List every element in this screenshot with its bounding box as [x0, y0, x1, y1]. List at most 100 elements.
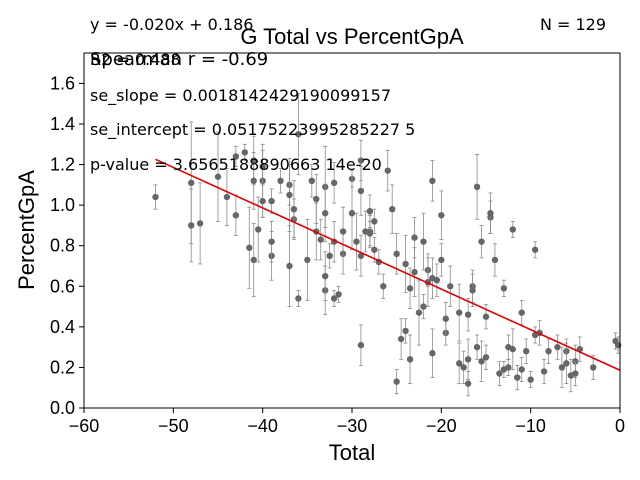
data-point — [330, 295, 338, 302]
y-axis-label: PercentGpA — [14, 170, 39, 290]
data-point — [473, 183, 481, 191]
data-point — [496, 370, 503, 377]
data-point — [460, 364, 467, 371]
x-tick-label: −60 — [69, 416, 100, 436]
data-point — [518, 309, 525, 316]
p-value-label: p-value = 3.6565188890663 14e-20 — [90, 155, 382, 174]
data-point — [527, 376, 534, 383]
data-point — [554, 343, 561, 351]
x-tick-label: 0 — [615, 416, 625, 436]
data-point — [406, 356, 414, 363]
data-point — [411, 234, 418, 241]
y-tick-label: 1.2 — [50, 155, 75, 175]
data-point — [277, 177, 284, 184]
data-point — [380, 283, 387, 290]
data-point — [393, 250, 400, 258]
data-point — [491, 256, 499, 264]
data-point — [313, 195, 320, 203]
x-tick-label: −10 — [515, 416, 546, 436]
y-tick-label: 0.0 — [50, 398, 75, 418]
data-point — [389, 206, 396, 213]
data-point — [322, 210, 329, 217]
data-point — [456, 360, 463, 367]
data-point — [241, 149, 248, 156]
data-point — [429, 350, 436, 357]
data-point — [558, 364, 566, 371]
data-point — [438, 256, 445, 264]
data-point — [540, 368, 548, 375]
data-point — [478, 358, 485, 365]
data-point — [366, 208, 374, 215]
data-point — [290, 206, 298, 213]
equation-label: y = -0.020x + 0.186 — [90, 15, 253, 34]
x-tick-label: −50 — [158, 416, 189, 436]
data-point — [357, 157, 365, 164]
data-point — [286, 262, 293, 270]
data-point — [469, 287, 476, 294]
data-point — [214, 173, 222, 180]
data-point — [509, 345, 516, 353]
data-point — [420, 303, 427, 310]
data-point — [402, 327, 409, 335]
data-point — [411, 268, 418, 276]
data-point — [478, 238, 485, 245]
data-point — [487, 210, 494, 217]
data-point — [464, 311, 472, 318]
data-point — [304, 256, 311, 264]
data-point — [353, 238, 360, 245]
data-point — [196, 220, 204, 227]
data-point — [322, 272, 329, 280]
data-point — [250, 256, 257, 264]
data-point — [371, 246, 378, 253]
data-point — [518, 366, 525, 373]
data-point — [330, 179, 338, 187]
fit-line-group — [155, 158, 621, 371]
se-intercept-label: se_intercept = 0.05175223995285227 5 — [90, 120, 415, 140]
data-point — [523, 348, 530, 355]
data-point — [339, 228, 347, 235]
data-point — [357, 252, 365, 260]
y-tick-label: 0.4 — [50, 317, 75, 337]
data-point — [500, 285, 508, 292]
data-point — [456, 309, 463, 316]
data-point — [464, 380, 472, 387]
data-point — [420, 238, 427, 245]
data-point — [572, 370, 579, 377]
data-point — [286, 191, 293, 199]
data-point — [371, 218, 378, 225]
regression-line — [155, 158, 621, 371]
spearman-label: Spearman r = -0.69 — [90, 49, 268, 70]
data-point — [442, 315, 449, 322]
data-point — [255, 226, 262, 233]
data-point — [295, 130, 302, 138]
data-point — [268, 197, 275, 205]
se-slope-label: se_slope = 0.0018142429190099157 — [90, 86, 391, 106]
n-label: N = 129 — [540, 15, 606, 34]
data-point — [473, 343, 481, 351]
x-axis-ticks: −60 −50 −40 −30 −20 −10 0 — [69, 408, 625, 436]
data-point — [317, 236, 324, 243]
data-point — [259, 163, 266, 170]
data-point — [590, 364, 597, 371]
data-point — [438, 212, 445, 219]
data-point — [295, 295, 302, 302]
y-tick-label: 1.0 — [50, 195, 75, 215]
x-tick-label: −30 — [337, 416, 368, 436]
data-point — [464, 356, 472, 363]
data-point — [545, 348, 552, 355]
data-point — [384, 167, 391, 174]
data-point — [268, 238, 275, 245]
data-point — [152, 193, 159, 201]
y-tick-label: 0.8 — [50, 236, 75, 256]
data-point — [531, 246, 539, 253]
y-tick-label: 1.4 — [50, 114, 75, 134]
data-point — [250, 177, 257, 184]
data-point — [246, 244, 253, 251]
data-point — [188, 222, 195, 229]
data-point — [397, 335, 405, 343]
data-point — [482, 354, 490, 361]
data-point — [509, 226, 516, 233]
data-point — [402, 260, 409, 268]
data-point — [348, 210, 356, 217]
